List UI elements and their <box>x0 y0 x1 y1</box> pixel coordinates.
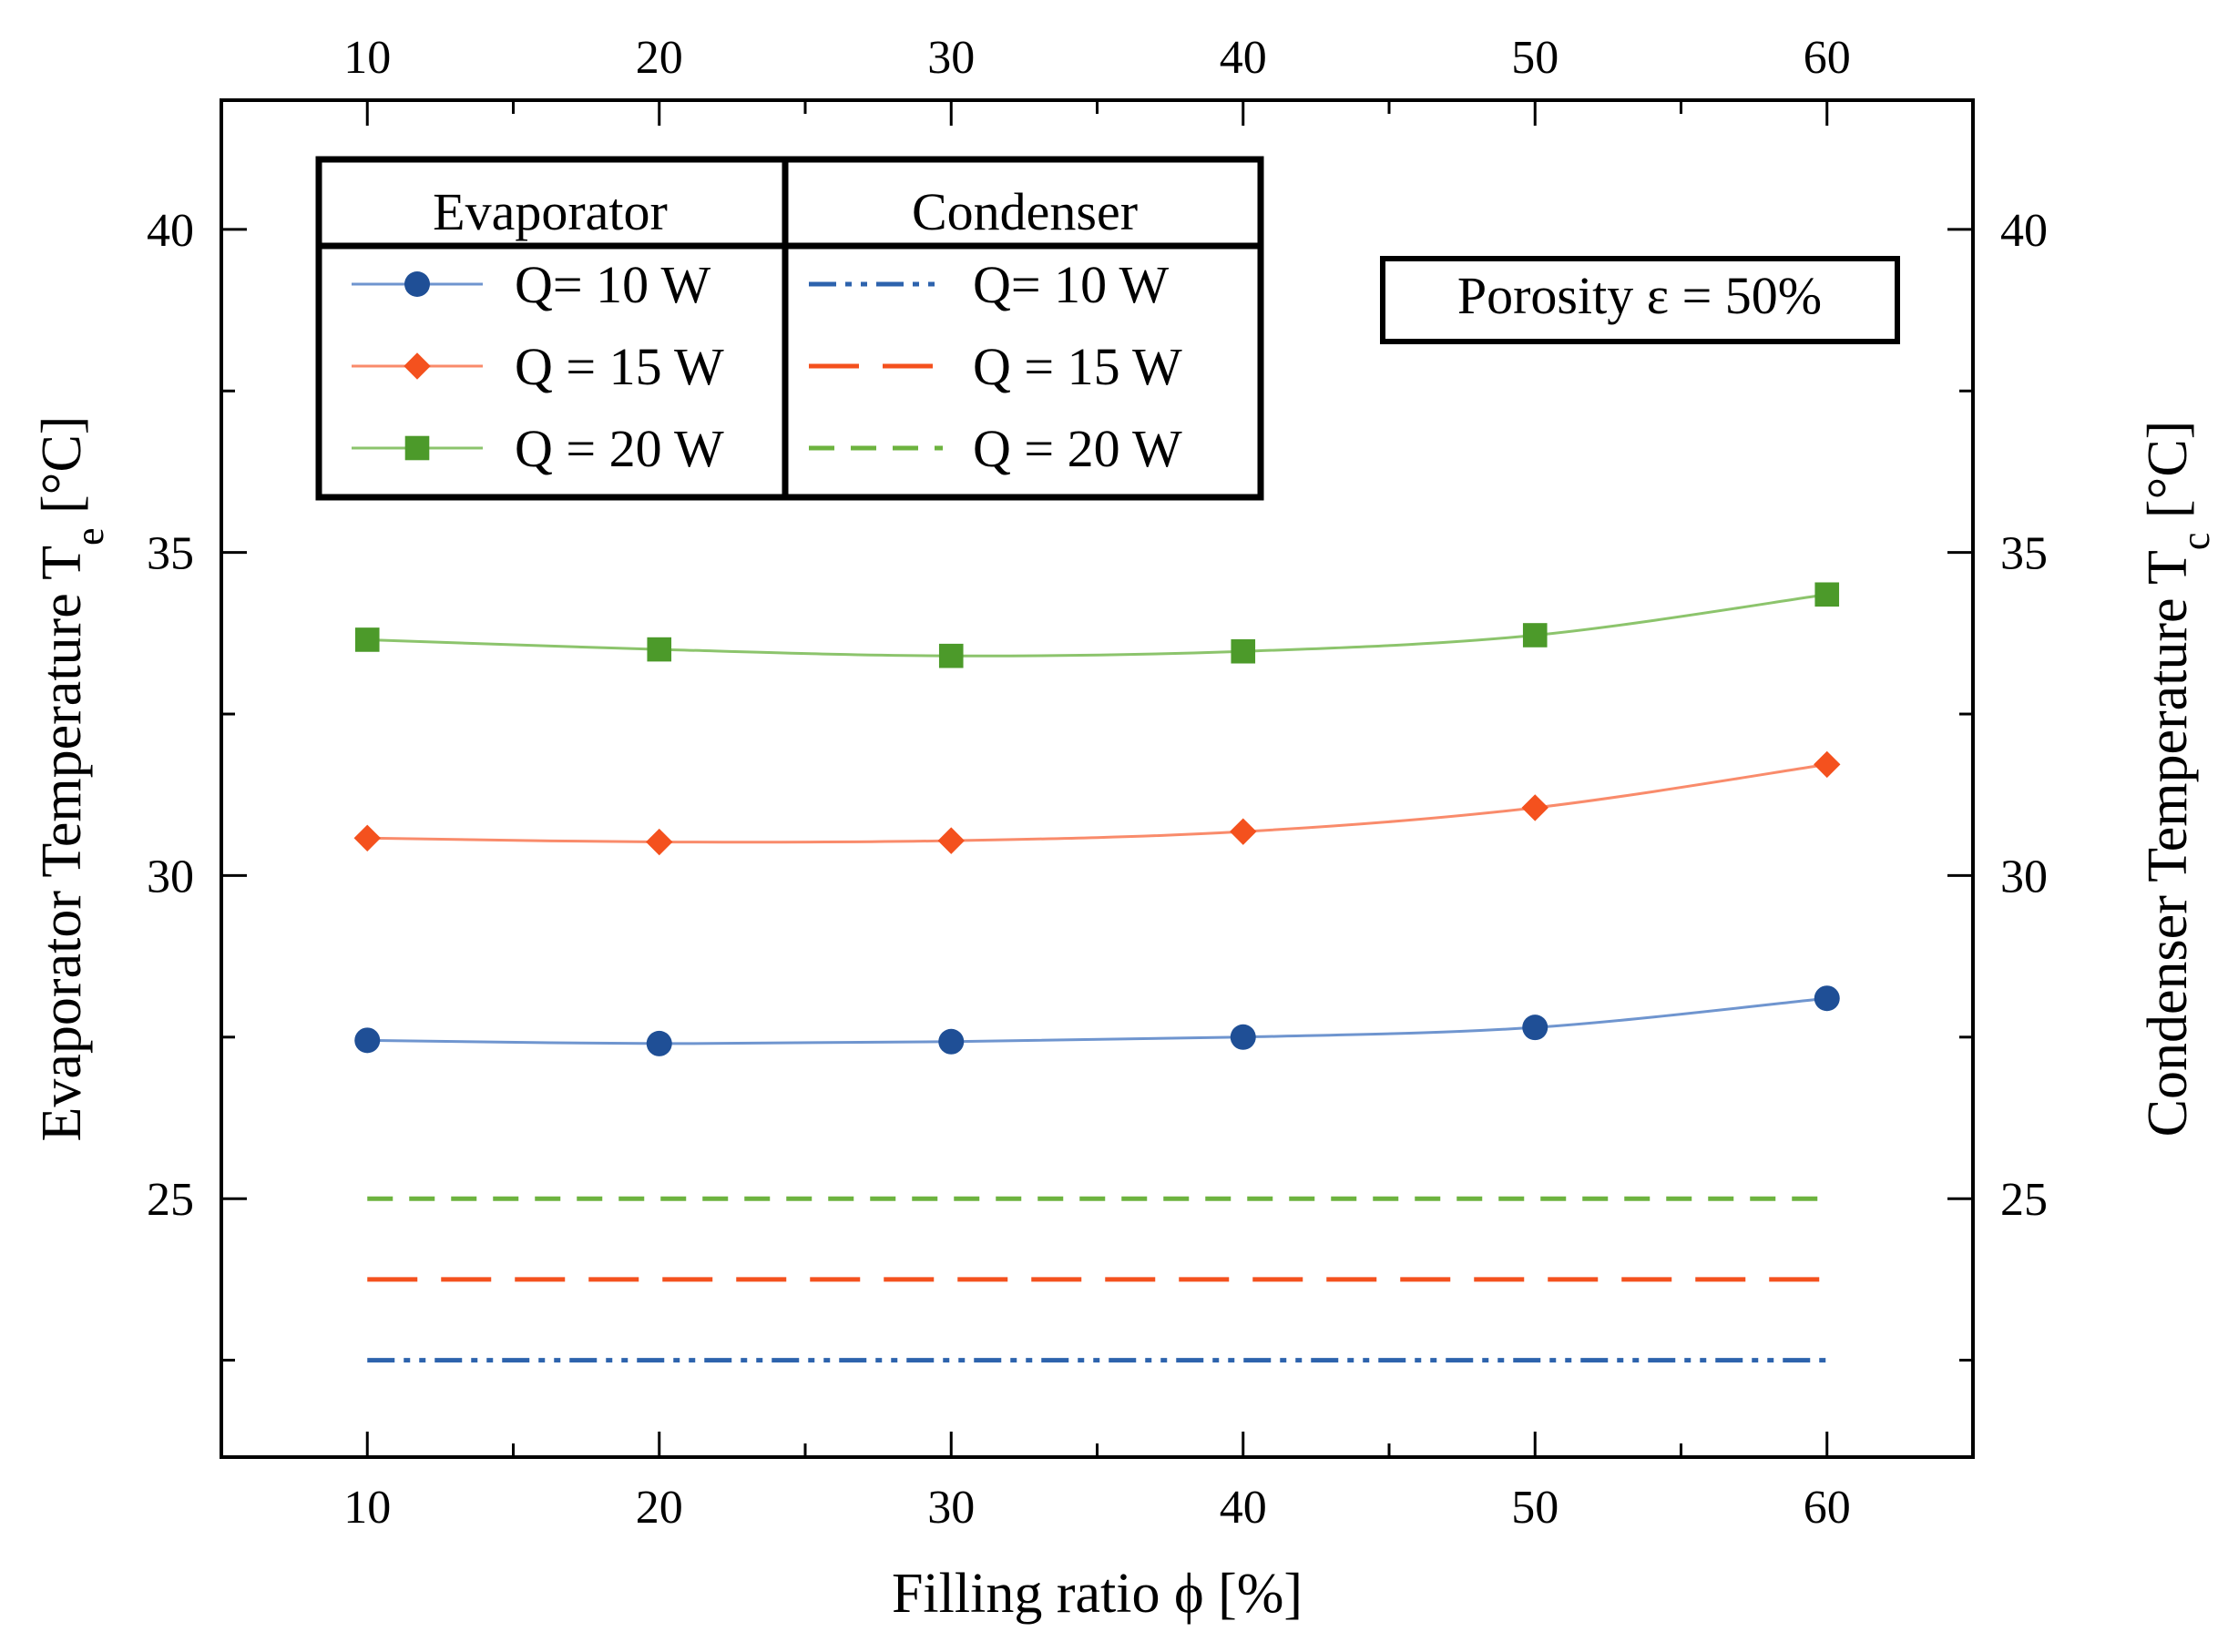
data-point <box>646 1030 672 1056</box>
x-tick-label-bottom: 60 <box>1804 1482 1851 1534</box>
y-left-sub: e <box>67 528 112 546</box>
x-tick-label-bottom: 40 <box>1220 1482 1267 1534</box>
data-point <box>354 1027 381 1054</box>
data-point <box>1814 985 1840 1012</box>
data-point <box>937 827 965 854</box>
plot-frame <box>220 98 1975 1459</box>
data-point <box>1231 638 1256 664</box>
y-tick-label-right: 40 <box>2000 205 2048 257</box>
annotation-text: Porosity ε = 50% <box>1457 266 1822 325</box>
legend-condenser-label: Q = 20 W <box>973 419 1182 478</box>
condenser-series <box>367 1196 1827 1363</box>
evaporator-series <box>353 582 1841 1056</box>
x-tick-label-bottom: 30 <box>927 1482 975 1534</box>
data-point <box>938 1028 965 1055</box>
y-right-main: Condenser Temperature T <box>2137 550 2199 1137</box>
legend-evaporator-marker <box>404 352 431 380</box>
legend-condenser-label: Q= 10 W <box>973 255 1170 314</box>
evaporator-series-line <box>367 593 1827 658</box>
x-tick-label-top: 50 <box>1511 32 1559 84</box>
y-left-main: Evaporator Temperature T <box>31 546 93 1141</box>
data-point <box>1814 750 1841 779</box>
evaporator-series-group <box>353 750 1841 856</box>
x-tick-label-bottom: 50 <box>1511 1482 1559 1534</box>
x-axis-title: Filling ratio ϕ [%] <box>892 1563 1303 1625</box>
y-tick-label-left: 35 <box>147 528 194 580</box>
data-point <box>647 637 672 662</box>
y-tick-label-left: 30 <box>147 851 194 902</box>
y-tick-label-right: 25 <box>2000 1174 2048 1226</box>
data-point <box>1522 623 1548 648</box>
y-right-sub: c <box>2173 533 2218 551</box>
legend-header-evaporator: Evaporator <box>433 182 668 241</box>
legend-evaporator-label: Q= 10 W <box>515 255 711 314</box>
data-point <box>1522 1015 1548 1041</box>
legend-evaporator-label: Q = 20 W <box>515 419 724 478</box>
y-axis-title-right: Condenser Temperature Tc [°C] <box>2137 421 2218 1137</box>
y-tick-label-left: 40 <box>147 205 194 257</box>
axis-ticks <box>221 100 1973 1457</box>
x-tick-label-top: 20 <box>636 32 683 84</box>
y-tick-label-left: 25 <box>147 1174 194 1226</box>
y-left-unit: [°C] <box>31 416 93 528</box>
legend-border <box>315 156 1264 501</box>
legend-header-condenser: Condenser <box>912 182 1138 241</box>
y-right-unit: [°C] <box>2137 421 2199 533</box>
evaporator-series-group <box>354 985 1840 1056</box>
porosity-annotation: Porosity ε = 50% <box>1380 256 1900 344</box>
data-point <box>938 643 964 668</box>
x-tick-label-top: 60 <box>1804 32 1851 84</box>
legend-entries: Q= 10 W Q = 15 W Q = 20 W Q= 10 W Q = 15 W Q … <box>352 255 1182 478</box>
tick-labels: 10 10 20 20 30 30 40 40 50 50 60 60 25 25 30 30 35 35 40 40 <box>147 32 2048 1534</box>
y-axis-title-left: Evaporator Temperature Te [°C] <box>31 416 112 1142</box>
x-tick-label-top: 30 <box>927 32 975 84</box>
evaporator-series-line <box>367 996 1827 1045</box>
data-point <box>646 828 673 856</box>
data-point <box>1521 794 1548 821</box>
y-tick-label-right: 30 <box>2000 851 2048 902</box>
legend-condenser-label: Q = 15 W <box>973 337 1182 396</box>
legend: Evaporator Condenser Q= 10 W Q = 15 W Q = … <box>315 156 1264 501</box>
x-tick-label-top: 40 <box>1220 32 1267 84</box>
x-tick-label-bottom: 10 <box>343 1482 391 1534</box>
x-tick-label-top: 10 <box>343 32 391 84</box>
data-point <box>353 824 381 851</box>
legend-evaporator-label: Q = 15 W <box>515 337 724 396</box>
data-point <box>354 627 380 652</box>
data-point <box>1230 818 1257 845</box>
evaporator-series-group <box>354 582 1840 668</box>
legend-evaporator-marker <box>404 271 430 297</box>
evaporator-series-line <box>367 762 1827 844</box>
data-point <box>1230 1024 1256 1050</box>
data-point <box>1814 582 1840 607</box>
x-tick-label-bottom: 20 <box>636 1482 683 1534</box>
y-tick-label-right: 35 <box>2000 528 2048 580</box>
annotation-border <box>1380 256 1900 344</box>
legend-evaporator-marker <box>404 435 430 461</box>
